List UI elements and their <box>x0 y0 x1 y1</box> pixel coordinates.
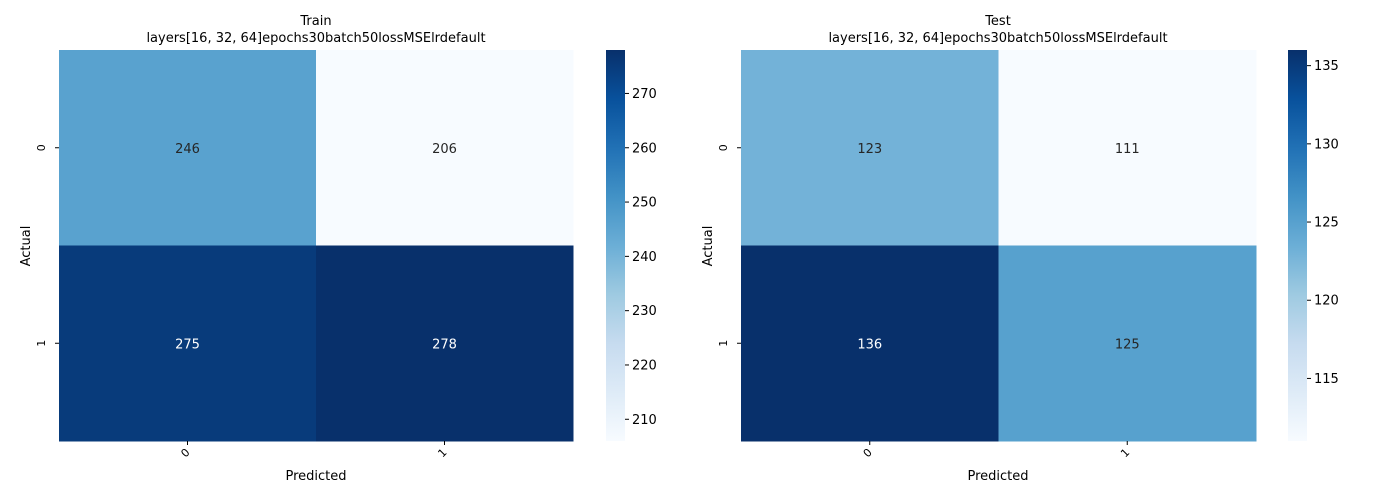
heatmap-cell <box>316 245 574 442</box>
y-tick-label: 1 <box>717 340 730 347</box>
cell-value-label: 136 <box>857 337 882 352</box>
x-tick-label: 1 <box>1118 446 1132 460</box>
heatmap-panel-test: Test layers[16, 32, 64]epochs30batch50lo… <box>701 14 1339 484</box>
y-tick-label: 0 <box>35 144 48 151</box>
heatmap-cell <box>59 245 317 442</box>
y-axis-label: Actual <box>701 226 716 267</box>
heatmap-cell <box>741 50 999 246</box>
colorbar-gradient <box>1288 50 1307 441</box>
cell-value-label: 111 <box>1115 142 1140 157</box>
heatmap-cell <box>59 50 317 246</box>
colorbar-tick-label: 135 <box>1314 59 1339 74</box>
heatmap-cell <box>316 50 574 246</box>
heatmap-cell <box>998 50 1257 246</box>
colorbar-tick-label: 230 <box>632 304 657 319</box>
colorbar-tick-label: 115 <box>1314 372 1339 387</box>
chart-subtitle: layers[16, 32, 64]epochs30batch50lossMSE… <box>146 31 485 46</box>
y-tick-label: 0 <box>717 144 730 151</box>
cell-value-label: 246 <box>175 142 200 157</box>
x-axis-label: Predicted <box>967 469 1028 484</box>
colorbar-tick-label: 125 <box>1314 216 1339 231</box>
chart-subtitle: layers[16, 32, 64]epochs30batch50lossMSE… <box>828 31 1167 46</box>
cell-value-label: 123 <box>857 142 882 157</box>
x-tick-label: 1 <box>435 446 449 460</box>
x-tick-label: 0 <box>178 446 192 460</box>
colorbar-tick-label: 240 <box>632 250 657 265</box>
heatmap-cell <box>741 245 999 442</box>
colorbar-tick-label: 130 <box>1314 137 1339 152</box>
cell-value-label: 125 <box>1115 337 1140 352</box>
colorbar-tick-label: 210 <box>632 413 657 428</box>
cell-value-label: 206 <box>432 142 457 157</box>
y-tick-label: 1 <box>35 340 48 347</box>
chart-title: Train <box>299 14 331 29</box>
cell-value-label: 275 <box>175 337 200 352</box>
x-tick-label: 0 <box>861 446 875 460</box>
y-axis-label: Actual <box>19 226 34 267</box>
chart-title: Test <box>984 14 1011 29</box>
x-axis-label: Predicted <box>285 469 346 484</box>
colorbar-tick-label: 250 <box>632 196 657 211</box>
heatmap-cells: 246 206 275 278 <box>59 50 574 442</box>
colorbar-tick-label: 270 <box>632 87 657 102</box>
colorbar: 115 120 125 130 135 <box>1288 50 1339 441</box>
heatmap-panel-train: Train layers[16, 32, 64]epochs30batch50l… <box>19 14 657 484</box>
colorbar-tick-label: 220 <box>632 358 657 373</box>
colorbar: 210 220 230 240 250 260 270 <box>606 50 657 441</box>
colorbar-tick-label: 260 <box>632 141 657 156</box>
colorbar-gradient <box>606 50 625 441</box>
colorbar-tick-label: 120 <box>1314 294 1339 309</box>
heatmap-cells: 123 111 136 125 <box>741 50 1257 442</box>
cell-value-label: 278 <box>432 337 457 352</box>
heatmap-cell <box>998 245 1257 442</box>
